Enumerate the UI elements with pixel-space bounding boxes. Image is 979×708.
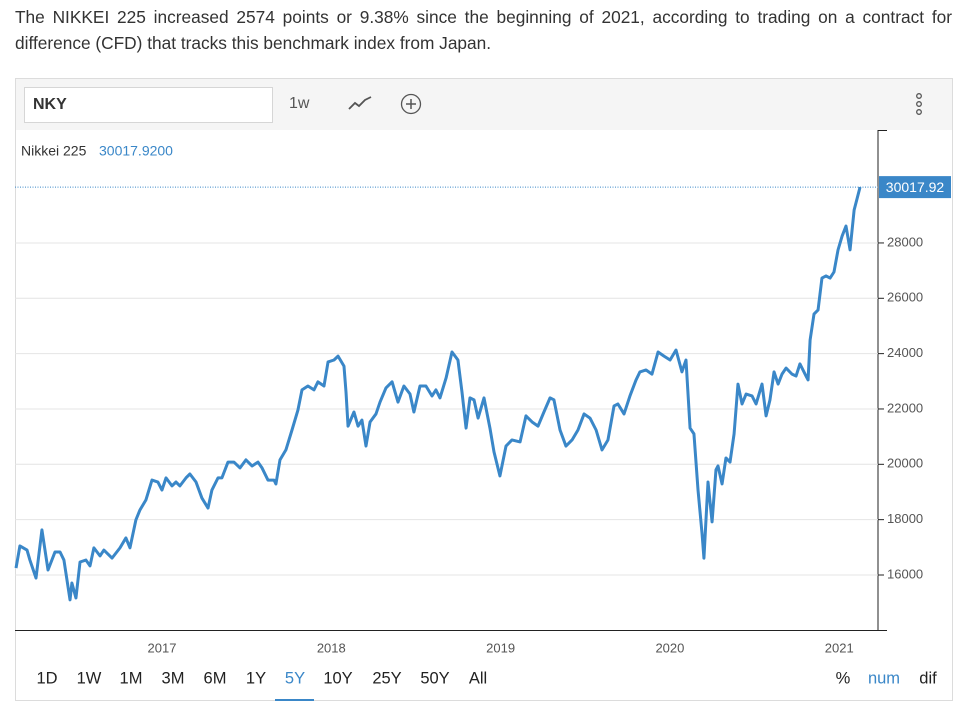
menu-icon[interactable]: [916, 93, 922, 115]
range-button[interactable]: All: [469, 669, 487, 687]
range-button[interactable]: 6M: [204, 669, 227, 687]
legend-value: 30017.9200: [99, 143, 173, 159]
range-button[interactable]: 1W: [77, 669, 102, 687]
y-tick-label: 24000: [887, 345, 923, 360]
range-button[interactable]: 10Y: [323, 669, 352, 687]
widget-frame: [15, 78, 953, 701]
price-line: [14, 186, 862, 602]
y-tick-label: 28000: [887, 234, 923, 249]
range-button[interactable]: 1D: [36, 669, 57, 687]
chart-type-icon[interactable]: [348, 96, 372, 110]
y-tick-label: 18000: [887, 511, 923, 526]
symbol-text: NKY: [33, 96, 67, 113]
mode-button[interactable]: num: [868, 669, 900, 687]
interval-button[interactable]: 1w: [289, 95, 310, 112]
last-value-label: 30017.92: [886, 179, 945, 195]
y-tick-label: 26000: [887, 290, 923, 305]
y-tick-label: 22000: [887, 400, 923, 415]
footer: 1D 1W 1M 3M 6M 1Y 5Y 10Y 25Y 50Y All% num dif: [36, 669, 937, 701]
mode-button[interactable]: dif: [919, 669, 937, 687]
plot: 16000 18000 20000 22000 24000 26000 28000 2017 2…: [14, 176, 951, 655]
x-tick-label: 2018: [317, 640, 346, 655]
add-icon[interactable]: [400, 93, 422, 115]
x-tick-label: 2017: [148, 640, 177, 655]
range-button[interactable]: 5Y: [285, 669, 305, 687]
range-button[interactable]: 50Y: [420, 669, 449, 687]
x-tick-label: 2020: [655, 640, 684, 655]
range-button[interactable]: 1Y: [246, 669, 266, 687]
range-button[interactable]: 1M: [120, 669, 143, 687]
last-value-flag: [879, 176, 951, 199]
x-tick-label: 2019: [486, 640, 515, 655]
range-button[interactable]: 3M: [162, 669, 185, 687]
legend-name: Nikkei 225: [21, 143, 87, 159]
mode-button[interactable]: %: [836, 669, 851, 687]
intro-text: The NIKKEI 225 increased 2574 points or …: [15, 7, 952, 53]
y-tick-label: 20000: [887, 456, 923, 471]
range-button[interactable]: 25Y: [372, 669, 401, 687]
x-tick-label: 2021: [825, 640, 854, 655]
symbol-input[interactable]: [24, 87, 273, 123]
y-tick-label: 16000: [887, 566, 923, 581]
